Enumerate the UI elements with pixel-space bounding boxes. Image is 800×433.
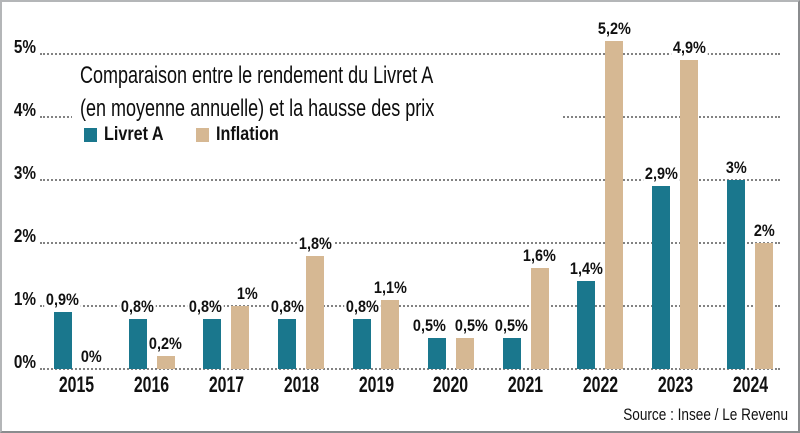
- inflation-swatch-icon: [196, 128, 210, 142]
- chart-title-line-1: Comparaison entre le rendement du Livret…: [80, 62, 434, 89]
- value-label-livret-a-2020: 0,5%: [411, 315, 448, 336]
- bar-livret-a-2018: [278, 318, 297, 369]
- year-label-2021: 2021: [507, 372, 544, 397]
- year-label-2016: 2016: [133, 372, 170, 397]
- year-label-2015: 2015: [59, 372, 95, 397]
- value-label-livret-a-2024: 3%: [723, 158, 749, 178]
- legend-item-livret-a: Livret A: [84, 124, 174, 146]
- value-label-livret-a-2023: 2,9%: [643, 164, 680, 185]
- value-label-livret-a-2017: 0,8%: [187, 296, 224, 317]
- bar-inflation-2018: [306, 255, 325, 369]
- value-label-livret-a-2018: 0,8%: [269, 296, 306, 317]
- value-label-inflation-2024: 2%: [751, 221, 777, 241]
- y-axis-label-4%: 4%: [13, 100, 36, 120]
- year-label-2024: 2024: [732, 372, 768, 397]
- bar-livret-a-2016: [128, 318, 147, 369]
- bar-inflation-2016: [156, 356, 175, 369]
- bar-livret-a-2024: [727, 180, 745, 369]
- value-label-inflation-2023: 4,9%: [671, 38, 708, 59]
- livret-a-swatch-icon: [84, 128, 97, 142]
- value-label-inflation-2015: 0%: [78, 347, 103, 367]
- source-credit: Source : Insee / Le Revenu: [623, 405, 788, 424]
- y-axis-label-3%: 3%: [13, 163, 36, 183]
- bar-inflation-2017: [231, 306, 250, 369]
- value-label-inflation-2017: 1%: [235, 284, 260, 304]
- value-label-livret-a-2016: 0,8%: [119, 296, 156, 317]
- value-label-inflation-2020: 0,5%: [453, 315, 490, 336]
- bar-inflation-2024: [755, 243, 773, 369]
- bar-inflation-2020: [455, 337, 474, 369]
- bar-livret-a-2019: [353, 318, 371, 369]
- value-label-inflation-2019: 1,1%: [371, 277, 409, 298]
- gridline-0%: [40, 368, 780, 370]
- value-label-inflation-2021: 1,6%: [521, 246, 558, 267]
- bar-livret-a-2015: [53, 312, 72, 369]
- bar-livret-a-2017: [203, 318, 222, 369]
- year-label-2019: 2019: [358, 372, 394, 397]
- y-axis-label-5%: 5%: [13, 37, 36, 57]
- chart-legend: Livret A Inflation: [84, 123, 296, 147]
- y-axis-label-1%: 1%: [13, 289, 36, 309]
- bar-inflation-2023: [680, 60, 699, 369]
- y-axis-label-2%: 2%: [13, 226, 36, 246]
- year-label-2022: 2022: [582, 372, 619, 397]
- legend-label-livret-a: Livret A: [104, 124, 164, 145]
- value-label-livret-a-2015: 0,9%: [44, 290, 81, 311]
- bar-inflation-2019: [381, 299, 399, 369]
- y-axis-label-0%: 0%: [13, 352, 36, 372]
- gridline-5%: [40, 53, 780, 55]
- bar-livret-a-2023: [652, 186, 671, 369]
- value-label-inflation-2022: 5,2%: [596, 19, 633, 40]
- year-label-2020: 2020: [433, 372, 469, 397]
- value-label-inflation-2016: 0,2%: [147, 334, 184, 355]
- legend-item-inflation: Inflation: [196, 124, 290, 146]
- year-label-2017: 2017: [208, 372, 245, 397]
- bar-inflation-2021: [530, 268, 549, 369]
- year-label-2023: 2023: [657, 372, 693, 397]
- gridline-2%: [40, 242, 780, 244]
- value-label-livret-a-2019: 0,8%: [343, 296, 381, 317]
- year-label-2018: 2018: [283, 372, 319, 397]
- chart-title: Comparaison entre le rendement du Livret…: [72, 57, 563, 127]
- value-label-livret-a-2022: 1,4%: [568, 258, 605, 279]
- legend-label-inflation: Inflation: [216, 124, 279, 145]
- bar-inflation-2022: [605, 41, 624, 369]
- gridline-3%: [40, 179, 780, 181]
- value-label-livret-a-2021: 0,5%: [493, 315, 530, 336]
- bar-livret-a-2021: [502, 337, 521, 369]
- gridline-1%: [40, 305, 780, 307]
- chart-title-line-2: (en moyenne annuelle) et la hausse des p…: [80, 95, 435, 122]
- value-label-inflation-2018: 1,8%: [297, 233, 334, 254]
- bar-livret-a-2022: [577, 280, 596, 369]
- bar-livret-a-2020: [427, 337, 446, 369]
